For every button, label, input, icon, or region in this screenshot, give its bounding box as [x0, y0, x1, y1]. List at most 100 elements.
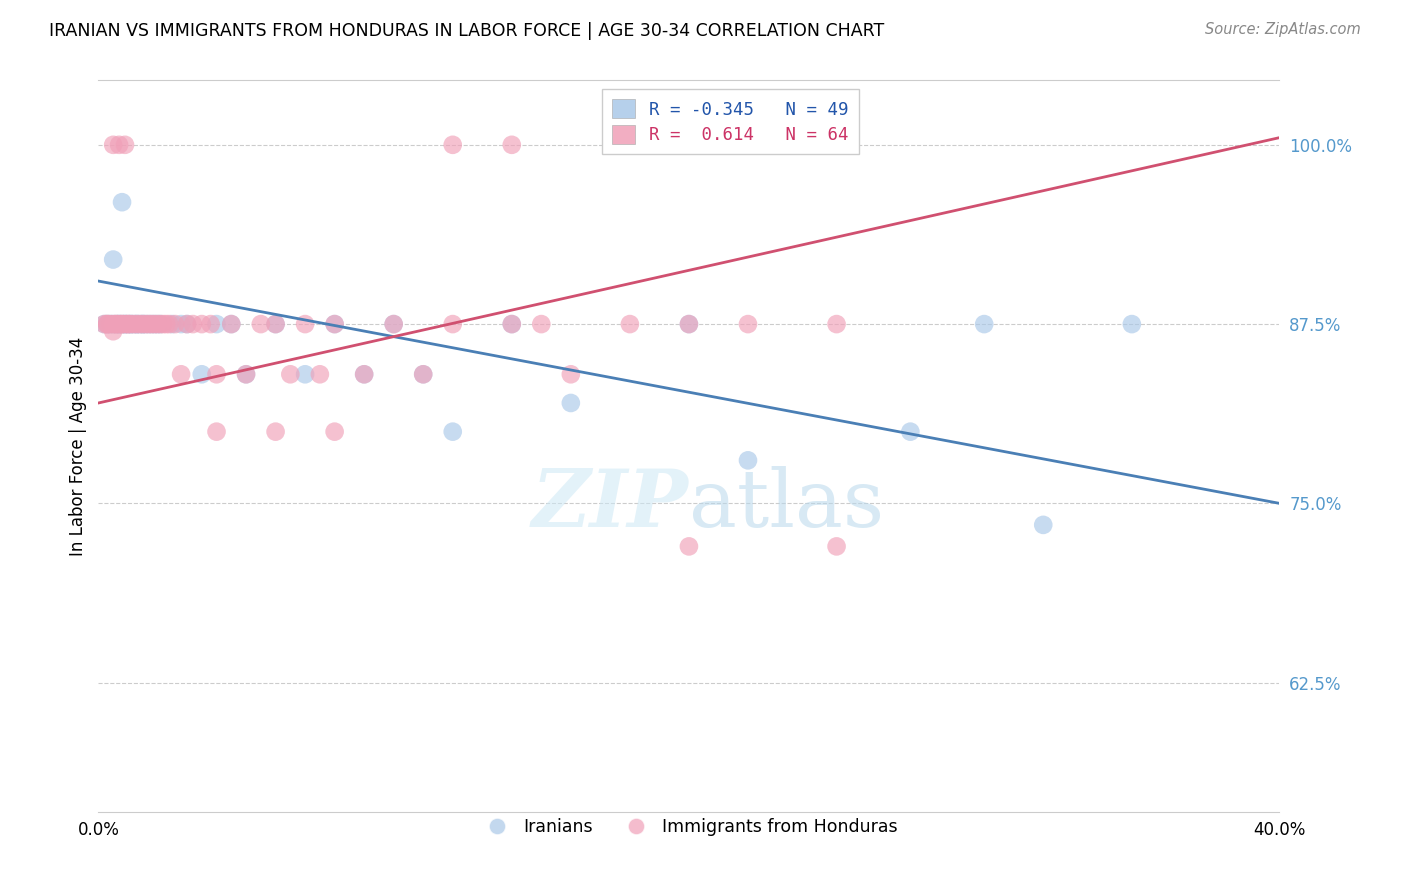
Point	[176, 317, 198, 331]
Point	[105, 317, 128, 331]
Point	[125, 317, 148, 331]
Point	[108, 317, 131, 331]
Point	[128, 317, 150, 331]
Point	[143, 317, 166, 331]
Point	[146, 317, 169, 331]
Point	[152, 317, 174, 331]
Point	[412, 368, 434, 382]
Point	[530, 317, 553, 331]
Point	[200, 317, 222, 331]
Point	[900, 425, 922, 439]
Point	[120, 317, 142, 331]
Point	[122, 317, 145, 331]
Point	[441, 425, 464, 439]
Point	[309, 368, 332, 382]
Point	[108, 137, 131, 152]
Point	[1121, 317, 1143, 331]
Point	[737, 317, 759, 331]
Point	[323, 317, 346, 331]
Point	[205, 425, 228, 439]
Point	[132, 317, 155, 331]
Point	[132, 317, 155, 331]
Point	[111, 317, 134, 331]
Point	[678, 540, 700, 554]
Legend: Iranians, Immigrants from Honduras: Iranians, Immigrants from Honduras	[472, 812, 905, 843]
Point	[141, 317, 163, 331]
Point	[103, 317, 125, 331]
Point	[382, 317, 405, 331]
Point	[678, 317, 700, 331]
Point	[149, 317, 172, 331]
Point	[111, 317, 134, 331]
Point	[170, 368, 193, 382]
Point	[737, 453, 759, 467]
Point	[205, 368, 228, 382]
Point	[157, 317, 180, 331]
Point	[221, 317, 243, 331]
Point	[560, 396, 582, 410]
Point	[98, 317, 121, 331]
Point	[181, 317, 204, 331]
Point	[114, 317, 136, 331]
Point	[294, 317, 316, 331]
Point	[114, 317, 136, 331]
Point	[103, 324, 125, 338]
Point	[382, 317, 405, 331]
Point	[114, 137, 136, 152]
Point	[96, 317, 118, 331]
Point	[1032, 517, 1054, 532]
Point	[191, 317, 214, 331]
Point	[250, 317, 273, 331]
Point	[96, 317, 118, 331]
Point	[264, 317, 287, 331]
Point	[98, 317, 121, 331]
Point	[205, 317, 228, 331]
Point	[125, 317, 148, 331]
Point	[132, 317, 155, 331]
Point	[170, 317, 193, 331]
Point	[125, 317, 148, 331]
Point	[191, 368, 214, 382]
Point	[264, 317, 287, 331]
Point	[108, 317, 131, 331]
Point	[619, 317, 641, 331]
Point	[294, 368, 316, 382]
Point	[176, 317, 198, 331]
Point	[221, 317, 243, 331]
Point	[264, 425, 287, 439]
Point	[353, 368, 375, 382]
Point	[353, 368, 375, 382]
Point	[117, 317, 139, 331]
Point	[128, 317, 150, 331]
Point	[103, 317, 125, 331]
Point	[138, 317, 160, 331]
Text: IRANIAN VS IMMIGRANTS FROM HONDURAS IN LABOR FORCE | AGE 30-34 CORRELATION CHART: IRANIAN VS IMMIGRANTS FROM HONDURAS IN L…	[49, 22, 884, 40]
Point	[825, 540, 848, 554]
Point	[122, 317, 145, 331]
Point	[235, 368, 257, 382]
Point	[117, 317, 139, 331]
Point	[114, 317, 136, 331]
Point	[149, 317, 172, 331]
Point	[105, 317, 128, 331]
Point	[146, 317, 169, 331]
Point	[678, 317, 700, 331]
Point	[120, 317, 142, 331]
Point	[141, 317, 163, 331]
Point	[441, 317, 464, 331]
Point	[441, 137, 464, 152]
Point	[138, 317, 160, 331]
Point	[111, 317, 134, 331]
Point	[93, 317, 115, 331]
Point	[501, 317, 523, 331]
Text: Source: ZipAtlas.com: Source: ZipAtlas.com	[1205, 22, 1361, 37]
Point	[280, 368, 302, 382]
Point	[143, 317, 166, 331]
Y-axis label: In Labor Force | Age 30-34: In Labor Force | Age 30-34	[69, 336, 87, 556]
Point	[96, 317, 118, 331]
Point	[103, 137, 125, 152]
Point	[135, 317, 157, 331]
Point	[165, 317, 187, 331]
Text: atlas: atlas	[689, 466, 884, 543]
Point	[135, 317, 157, 331]
